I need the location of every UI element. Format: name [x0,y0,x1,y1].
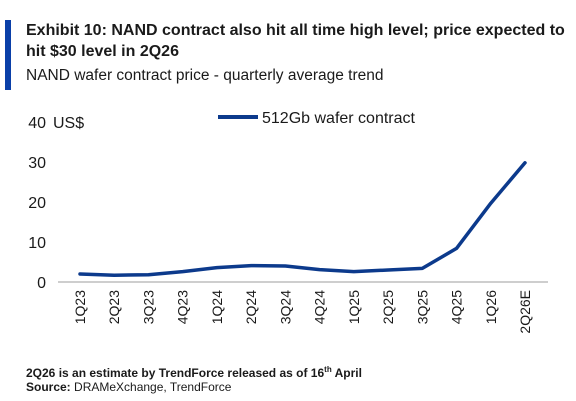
y-tick-label: 0 [37,275,46,292]
x-axis-ticks: 1Q23 2Q23 3Q23 4Q23 1Q24 2Q24 3Q24 4Q24 1Q25 2Q25… [72,290,533,334]
x-tick-label: 4Q24 [312,290,328,324]
x-tick-label: 2Q25 [380,290,396,324]
y-tick-label: 10 [28,235,46,252]
source-line: Source: DRAMeXchange, TrendForce [26,380,231,395]
exhibit-title: Exhibit 10: NAND contract also hit all t… [26,22,565,60]
x-tick-label: 1Q23 [72,290,88,324]
accent-bar [5,20,11,90]
series-line-512gb-wafer-contract [78,161,527,277]
x-tick-label: 3Q25 [414,290,430,324]
x-tick-label: 3Q24 [277,290,293,324]
x-tick-label: 1Q25 [346,290,362,324]
legend-label: 512Gb wafer contract [262,110,416,127]
y-tick-label: 30 [28,155,46,172]
x-tick-label: 2Q24 [243,290,259,324]
footnote-text-end: April [331,366,362,380]
y-tick-label: 40 [28,115,46,132]
footnote-superscript: th [324,365,332,374]
x-tick-label: 4Q23 [175,290,191,324]
x-tick-label: 3Q23 [140,290,156,324]
y-tick-label: 20 [28,195,46,212]
source-label: Source: [26,380,71,394]
x-tick-label: 4Q25 [449,290,465,324]
footnote: 2Q26 is an estimate by TrendForce releas… [26,362,362,381]
x-tick-label: 2Q26E [517,290,533,334]
x-tick-label: 2Q23 [106,290,122,324]
x-tick-label: 1Q26 [483,290,499,324]
line-chart: 0 10 20 30 40 US$ 512Gb wafer contract 1Q23 2… [28,110,548,334]
y-axis-ticks: 0 10 20 30 40 [28,115,46,292]
source-text: DRAMeXchange, TrendForce [70,380,232,394]
x-tick-label: 1Q24 [209,290,225,324]
y-axis-unit: US$ [53,115,84,132]
exhibit-subtitle: NAND wafer contract price - quarterly av… [26,67,384,84]
legend: 512Gb wafer contract [218,110,416,127]
footnote-text: 2Q26 is an estimate by TrendForce releas… [26,366,325,380]
